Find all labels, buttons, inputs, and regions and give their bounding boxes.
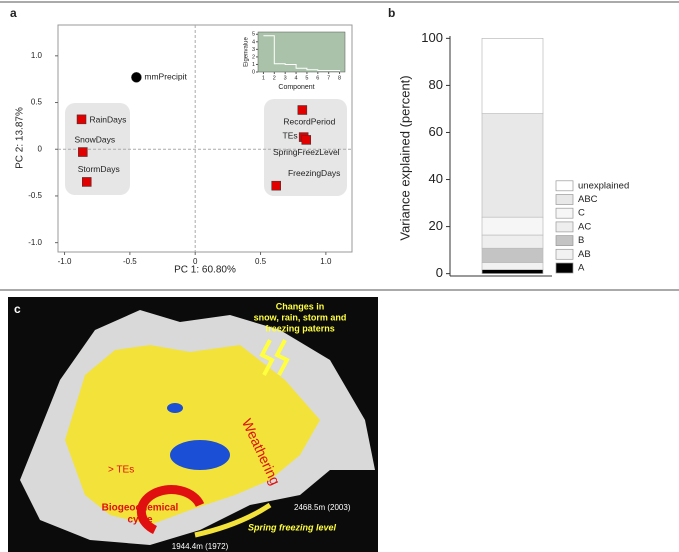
elevation-label: 1944.4m (1972) [172, 542, 229, 551]
legend-swatch [555, 221, 574, 233]
y-tick-label: 60 [429, 124, 443, 139]
point [78, 147, 88, 157]
panel-label: a [10, 6, 17, 20]
point-label: SpringFreezLevel [273, 147, 340, 157]
freezing-label: Spring freezing level [248, 522, 337, 532]
y-axis-label: PC 2: 13.87% [15, 107, 26, 169]
x-tick-label: 3 [284, 75, 287, 81]
point-label: SnowDays [75, 134, 116, 144]
legend-swatch [555, 248, 574, 260]
y-tick-label: 5 [252, 32, 255, 38]
x-axis-label: Component [278, 84, 314, 91]
inset-area [257, 31, 346, 73]
bar-segment [481, 234, 544, 249]
legend-swatch [555, 180, 574, 192]
y-tick-label: 2 [252, 54, 255, 60]
legend-label: AB [578, 249, 591, 260]
x-tick-label: 5 [305, 75, 308, 81]
callout: snow, rain, storm and [254, 312, 347, 322]
catchment [65, 345, 320, 525]
y-tick-label: 0 [436, 265, 443, 280]
point [271, 180, 281, 191]
x-tick-label: 8 [338, 75, 341, 81]
point-label: TEs [283, 130, 298, 140]
scree-line [263, 35, 341, 72]
bar-segment [481, 262, 544, 270]
point-label: RainDays [90, 115, 127, 125]
y-tick-label: 4 [252, 39, 255, 45]
cycle-arrow [136, 485, 205, 535]
point-label: StormDays [78, 164, 120, 174]
x-tick-label: 0.5 [255, 257, 267, 266]
callout: freezing paterns [265, 323, 335, 333]
y-tick-label: -0.5 [28, 191, 42, 200]
x-tick-label: 1 [262, 75, 265, 81]
y-tick-label: 1.0 [31, 51, 43, 60]
x-tick-label: 6 [316, 75, 319, 81]
legend-swatch [555, 194, 574, 205]
freezing-arrow [194, 502, 272, 538]
y-tick-label: 0 [252, 69, 255, 75]
point-label: FreezingDays [288, 168, 340, 178]
x-tick-label: 0 [193, 257, 198, 266]
bar-segment [481, 269, 544, 274]
bar-segment [481, 247, 544, 263]
y-tick-label: 0 [38, 144, 43, 153]
panel-label: c [14, 302, 21, 316]
legend-swatch [555, 235, 574, 246]
legend-label: unexplained [578, 180, 629, 191]
bar-segment [481, 216, 544, 236]
point [301, 135, 312, 145]
lake [170, 440, 230, 470]
y-axis-label: Eigenvalue [244, 36, 250, 66]
cycle-label: cycle [127, 515, 152, 526]
elevation-label: 2468.5m (2003) [294, 503, 351, 512]
lake [167, 403, 183, 413]
x-tick-label: 4 [295, 75, 298, 81]
tes-label: > TEs [108, 465, 134, 476]
callout: Changes in [276, 301, 325, 311]
point [297, 105, 308, 115]
y-axis-label: Variance explained (percent) [397, 75, 412, 240]
legend-label: A [578, 263, 585, 274]
legend-label: B [578, 235, 584, 246]
legend-label: C [578, 208, 585, 219]
y-tick-label: 0.5 [31, 98, 43, 107]
x-tick-label: 7 [327, 75, 330, 81]
y-tick-label: -1.0 [28, 238, 42, 247]
change-arrows [259, 339, 290, 376]
x-axis-label: PC 1: 60.80% [174, 265, 236, 276]
legend-label: ABC [578, 194, 598, 205]
y-tick-label: 3 [252, 47, 255, 53]
point [131, 72, 142, 83]
y-tick-label: 1 [252, 62, 255, 68]
point [76, 114, 87, 125]
y-tick-label: 40 [429, 171, 443, 186]
y-tick-label: 20 [429, 218, 443, 233]
point-label: RecordPeriod [283, 116, 335, 126]
legend-swatch [555, 262, 574, 274]
legend-label: AC [578, 221, 591, 232]
x-tick-label: 2 [273, 75, 276, 81]
x-tick-label: -1.0 [58, 257, 72, 266]
bar-segment [481, 38, 544, 114]
point-label: mmPrecipit [144, 72, 187, 82]
x-tick-label: -0.5 [123, 257, 137, 266]
y-tick-label: 100 [421, 30, 443, 45]
y-tick-label: 80 [429, 77, 443, 92]
cycle-label: Biogeochemical [102, 503, 179, 514]
terrain-figure: c Changes in snow, rain, storm and freez… [8, 297, 378, 552]
x-tick-label: 1.0 [320, 257, 332, 266]
group-box [264, 99, 347, 196]
bar-segment [481, 113, 544, 218]
group-box [65, 103, 130, 195]
point [81, 177, 92, 187]
legend-swatch [555, 207, 574, 219]
panel-label: b [388, 6, 395, 20]
